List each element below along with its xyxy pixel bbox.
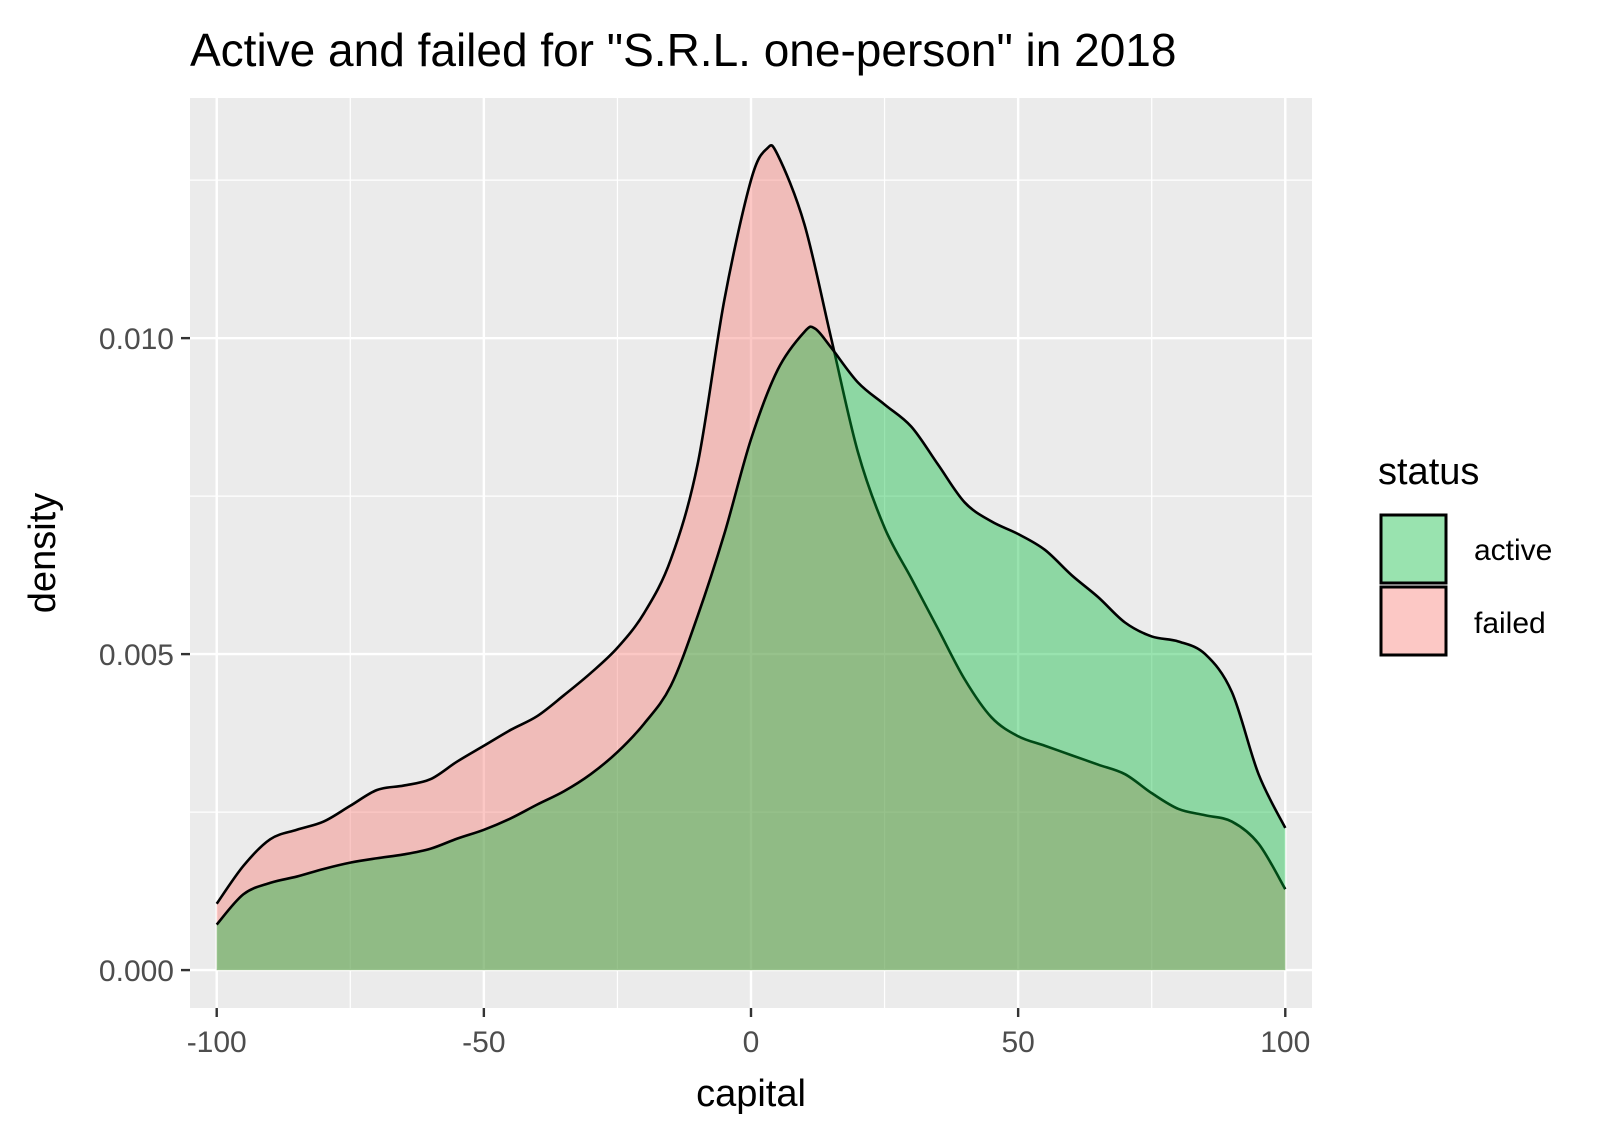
density-line-active: [215, 325, 1287, 926]
y-tick-label: 0.000: [99, 955, 174, 988]
x-tick-label: 100: [1260, 1026, 1310, 1059]
legend-title: status: [1378, 451, 1479, 493]
x-tick-label: 50: [1001, 1026, 1034, 1059]
x-tick-labels: -100 -50 0 50 100: [187, 1026, 1311, 1059]
legend-label-active: active: [1474, 534, 1552, 567]
density-line-failed: [215, 144, 1287, 905]
x-axis-title: capital: [696, 1073, 806, 1115]
y-tick-label: 0.005: [99, 639, 174, 672]
major-gridlines: [190, 98, 1312, 1008]
density-area-failed: [216, 145, 1286, 971]
legend-key-active: [1379, 513, 1448, 585]
x-tick-label: -100: [187, 1026, 247, 1059]
x-tick-label: 0: [743, 1026, 760, 1059]
chart-title: Active and failed for "S.R.L. one-person…: [190, 24, 1176, 76]
density-area-active: [216, 326, 1286, 971]
y-tick-label: 0.010: [99, 323, 174, 356]
legend-key-failed: [1379, 585, 1448, 657]
axis-ticks: [181, 336, 1287, 1017]
x-tick-label: -50: [462, 1026, 505, 1059]
legend: status active failed: [1378, 451, 1552, 657]
legend-label-failed: failed: [1474, 607, 1546, 640]
y-axis-title: density: [22, 493, 64, 613]
y-tick-labels: 0.000 0.005 0.010: [99, 323, 174, 988]
density-areas: [215, 144, 1287, 971]
